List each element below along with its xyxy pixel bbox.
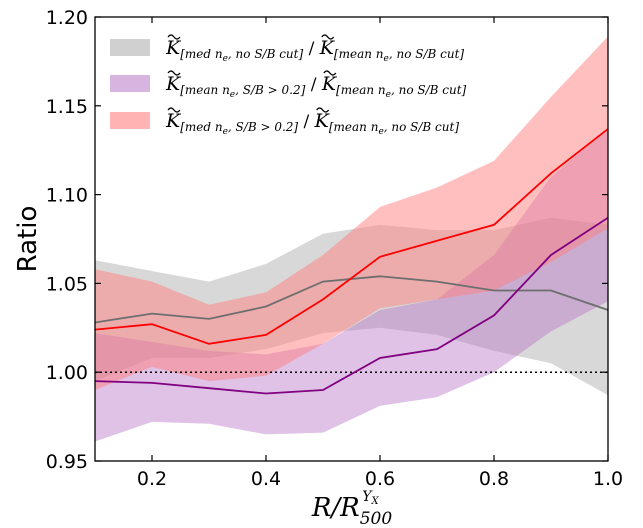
legend-tilde-den-3	[316, 107, 330, 113]
legend-tilde-den-2	[323, 70, 337, 76]
x-tick-label-1.0: 1.0	[593, 468, 623, 490]
line-series-3	[95, 128, 608, 345]
x-axis-label: R/R500 YX	[311, 489, 393, 528]
legend-swatch-3	[110, 112, 150, 129]
legend: K[med ne, no S/B cut] / K[mean ne, no S/…	[110, 34, 467, 137]
y-tick-label-1.10: 1.10	[46, 185, 88, 207]
y-tick-label-1.20: 1.20	[46, 7, 88, 29]
y-tick-label-1.05: 1.05	[46, 273, 88, 295]
x-axis-label-sup: Y	[362, 489, 373, 505]
line-series-2	[95, 216, 608, 395]
legend-swatch-2	[110, 75, 150, 92]
y-tick-label-1.00: 1.00	[46, 362, 88, 384]
x-tick-label-0.2: 0.2	[137, 468, 167, 490]
legend-label-1: K[med ne, no S/B cut] / K[mean ne, no S/…	[165, 37, 464, 64]
x-axis-label-sup-sub: X	[370, 496, 379, 507]
legend-tilde-den-1	[321, 34, 335, 40]
y-axis-label: Ratio	[13, 206, 43, 273]
legend-tilde-num-2	[167, 70, 181, 76]
legend-tilde-num-1	[167, 34, 181, 40]
x-tick-label-0.8: 0.8	[479, 468, 509, 490]
legend-label-3: K[med ne, S/B > 0.2] / K[mean ne, no S/B…	[165, 110, 459, 137]
plot-frame	[94, 16, 609, 462]
legend-label-2: K[mean ne, S/B > 0.2] / K[mean ne, no S/…	[165, 73, 467, 100]
x-axis-label-sub: 500	[360, 509, 393, 528]
y-tick-label-0.95: 0.95	[46, 451, 88, 473]
band-series-3	[95, 36, 608, 390]
x-tick-label-0.6: 0.6	[365, 468, 395, 490]
legend-swatch-1	[110, 39, 150, 56]
x-tick-label-0.4: 0.4	[251, 468, 281, 490]
x-axis-label-base: R/R	[311, 493, 360, 523]
series-lines	[95, 128, 608, 395]
axis-ticks: 0.2 0.4 0.6 0.8 1.0 0.95 1.00 1.05 1.10 1.15 1.20	[46, 7, 623, 490]
y-tick-label-1.15: 1.15	[46, 96, 88, 118]
confidence-bands	[95, 36, 608, 442]
legend-tilde-num-3	[167, 107, 181, 113]
